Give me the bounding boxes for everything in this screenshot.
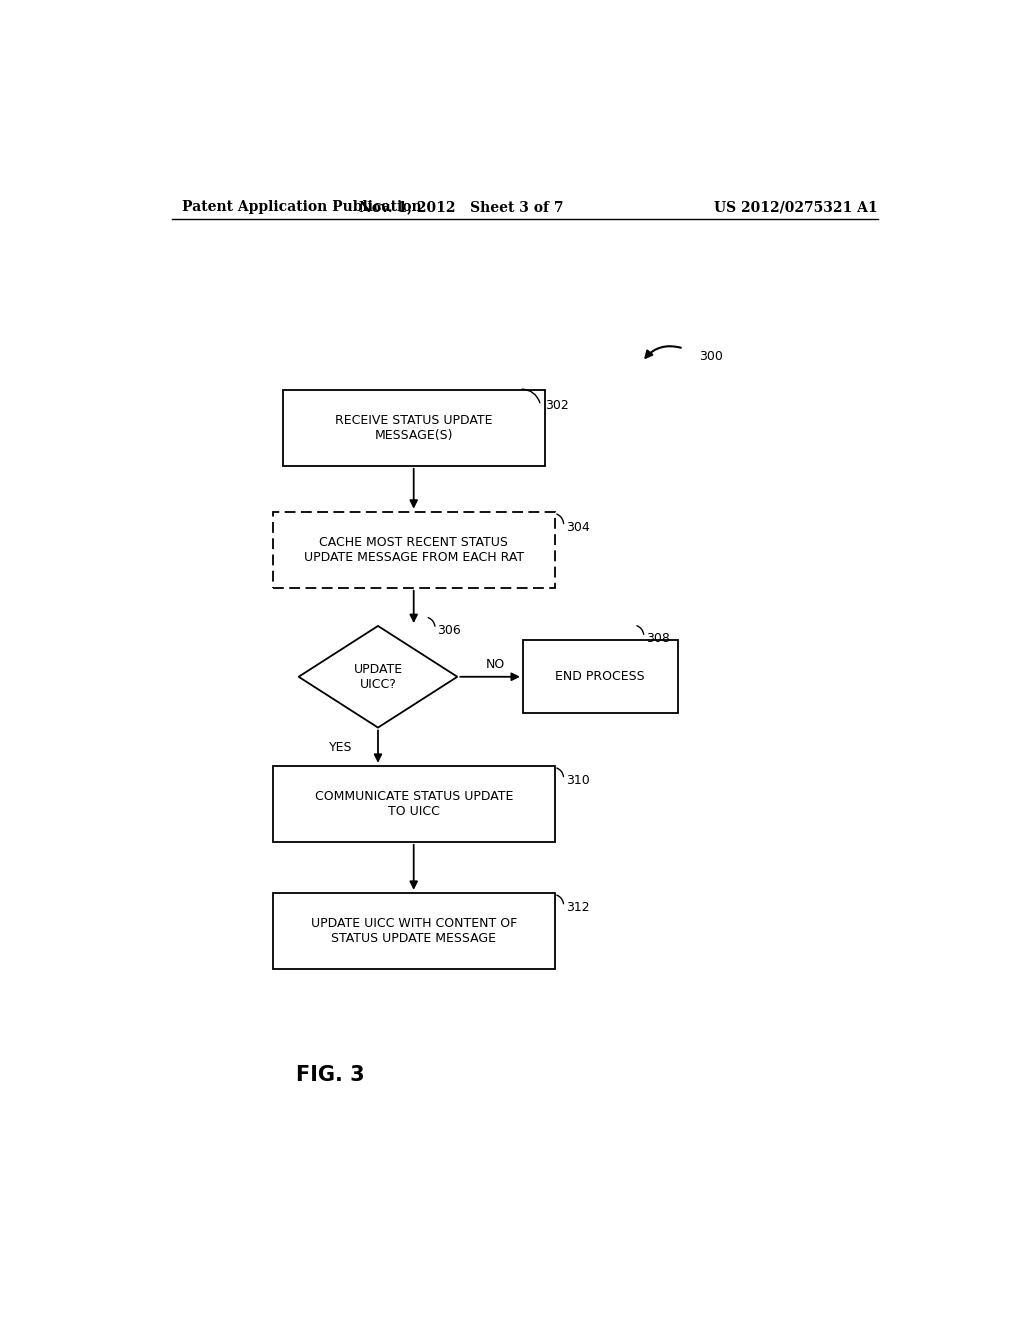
Text: 302: 302 [545, 399, 568, 412]
Text: 300: 300 [699, 350, 723, 363]
FancyBboxPatch shape [272, 512, 555, 587]
Text: UPDATE
UICC?: UPDATE UICC? [353, 663, 402, 690]
Text: US 2012/0275321 A1: US 2012/0275321 A1 [715, 201, 878, 214]
Text: CACHE MOST RECENT STATUS
UPDATE MESSAGE FROM EACH RAT: CACHE MOST RECENT STATUS UPDATE MESSAGE … [304, 536, 523, 564]
FancyBboxPatch shape [283, 389, 545, 466]
FancyBboxPatch shape [523, 640, 678, 713]
Text: END PROCESS: END PROCESS [555, 671, 645, 684]
Text: 312: 312 [566, 902, 590, 913]
Text: 310: 310 [566, 774, 590, 787]
FancyBboxPatch shape [272, 766, 555, 842]
Text: Nov. 1, 2012   Sheet 3 of 7: Nov. 1, 2012 Sheet 3 of 7 [359, 201, 563, 214]
Text: UPDATE UICC WITH CONTENT OF
STATUS UPDATE MESSAGE: UPDATE UICC WITH CONTENT OF STATUS UPDAT… [310, 917, 517, 945]
Text: Patent Application Publication: Patent Application Publication [182, 201, 422, 214]
Text: FIG. 3: FIG. 3 [296, 1065, 365, 1085]
Text: RECEIVE STATUS UPDATE
MESSAGE(S): RECEIVE STATUS UPDATE MESSAGE(S) [335, 413, 493, 442]
Text: COMMUNICATE STATUS UPDATE
TO UICC: COMMUNICATE STATUS UPDATE TO UICC [314, 789, 513, 818]
Text: 304: 304 [566, 521, 590, 533]
Polygon shape [299, 626, 458, 727]
FancyBboxPatch shape [272, 892, 555, 969]
Text: 308: 308 [646, 632, 670, 644]
Text: YES: YES [329, 742, 352, 755]
Text: 306: 306 [437, 623, 461, 636]
Text: NO: NO [485, 659, 505, 671]
